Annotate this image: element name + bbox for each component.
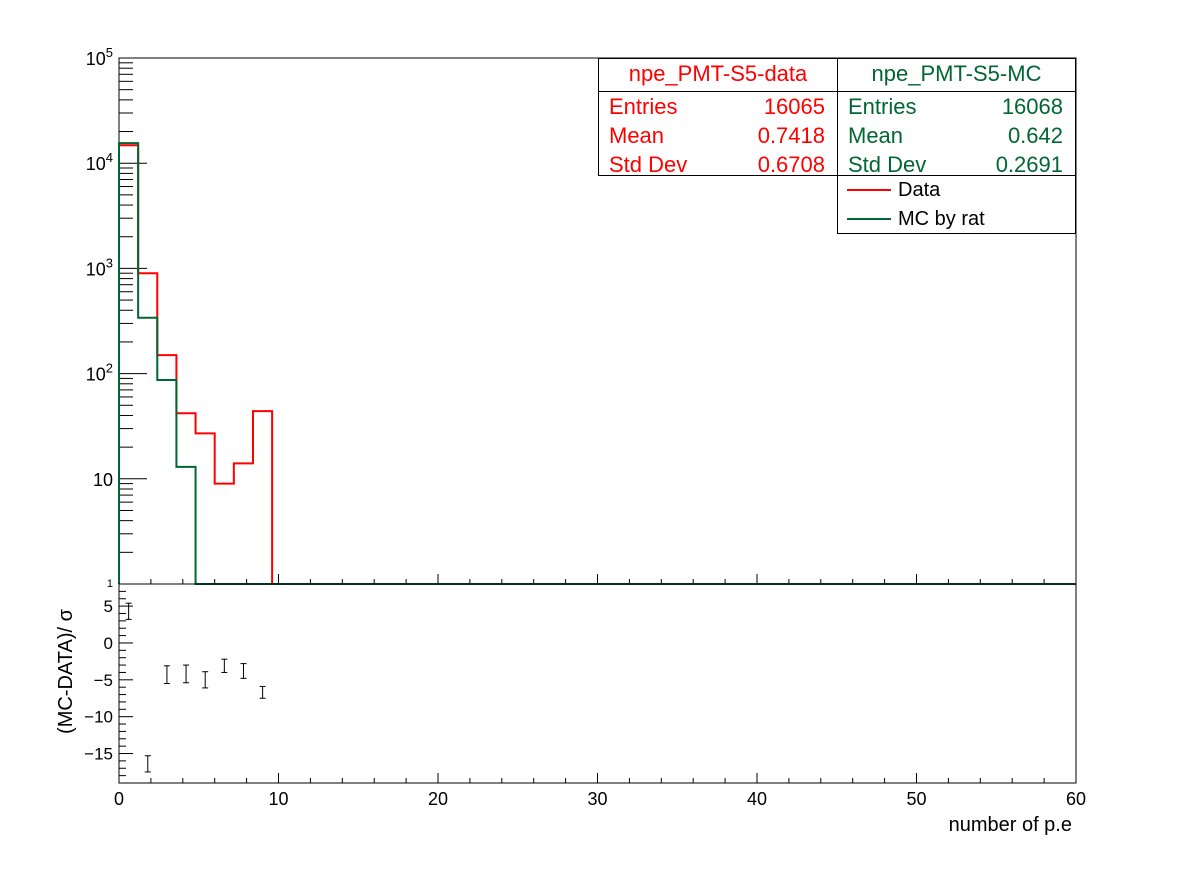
y-tick-label-bottom: 0 — [104, 634, 113, 653]
y-axis-label: (MC-DATA)/ σ — [55, 608, 77, 734]
stats-box-mc: npe_PMT-S5-MC Entries 16068 Mean 0.642 Std… — [837, 58, 1076, 177]
legend: Data MC by rat — [837, 175, 1076, 234]
std-value-mc: 0.2691 — [995, 152, 1063, 177]
residual-point — [259, 685, 266, 699]
legend-entry-mc: MC by rat — [838, 205, 1075, 233]
legend-label-mc: MC by rat — [898, 208, 985, 230]
x-tick-label: 30 — [587, 789, 607, 809]
residual-point — [183, 664, 190, 684]
stats-title-mc: npe_PMT-S5-MC — [838, 59, 1075, 92]
residual-point — [221, 658, 228, 673]
std-label-mc: Std Dev — [848, 152, 927, 177]
legend-swatch-mc — [847, 218, 891, 220]
entries-label-data: Entries — [609, 94, 678, 119]
x-tick-label: 10 — [268, 789, 288, 809]
y-tick-label-bottom: −15 — [84, 745, 113, 764]
entries-value-data: 16065 — [763, 94, 825, 119]
mean-value-mc: 0.642 — [1007, 123, 1063, 148]
y-tick-label: 10 — [93, 470, 113, 490]
y-tick-label: 104 — [86, 150, 113, 174]
stats-title-data: npe_PMT-S5-data — [599, 59, 837, 92]
x-tick-label: 20 — [428, 789, 448, 809]
x-tick-label: 50 — [906, 789, 926, 809]
x-tick-label: 40 — [747, 789, 767, 809]
mean-value-data: 0.7418 — [757, 123, 825, 148]
legend-entry-data: Data — [838, 176, 1075, 204]
y-tick-label: 105 — [86, 45, 113, 69]
residual-point — [163, 665, 170, 684]
residual-point — [125, 602, 132, 620]
x-tick-label: 0 — [114, 789, 124, 809]
stats-box-data: npe_PMT-S5-data Entries 16065 Mean 0.7418 … — [598, 58, 838, 177]
y-tick-label: 1 — [107, 578, 113, 590]
x-tick-label: 60 — [1066, 789, 1086, 809]
std-label-data: Std Dev — [609, 152, 688, 177]
entries-label-mc: Entries — [848, 94, 917, 119]
plot-frame-bottom — [118, 583, 1077, 784]
mean-label-mc: Mean — [848, 123, 904, 148]
histogram-line-mc — [118, 142, 1076, 585]
mean-label-data: Mean — [609, 123, 665, 148]
y-tick-label-bottom: 5 — [104, 597, 113, 616]
legend-swatch-data — [847, 189, 891, 191]
legend-label-data: Data — [898, 179, 941, 201]
y-tick-label: 102 — [86, 361, 113, 385]
std-value-data: 0.6708 — [757, 152, 825, 177]
residual-panel: 0 10 20 30 40 50 60 number of p.e −15 −10 −5 0 5 (MC-… — [55, 583, 1086, 836]
residual-point — [144, 755, 151, 773]
y-tick-label-bottom: −5 — [94, 671, 113, 690]
residual-point — [202, 671, 209, 689]
entries-value-mc: 16068 — [1001, 94, 1063, 119]
y-tick-label-bottom: −10 — [84, 708, 113, 727]
y-tick-label: 103 — [86, 255, 113, 279]
residual-point — [240, 663, 247, 679]
x-axis-label: number of p.e — [949, 814, 1072, 836]
